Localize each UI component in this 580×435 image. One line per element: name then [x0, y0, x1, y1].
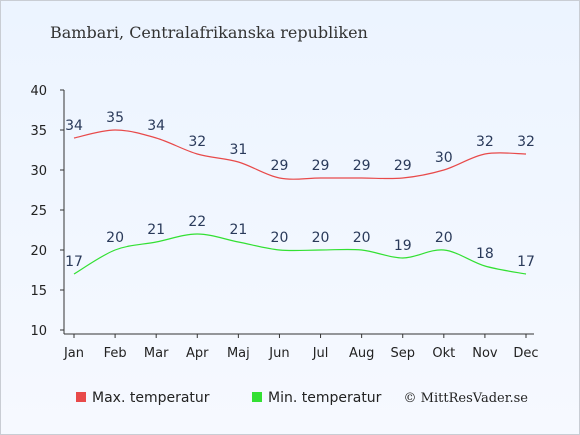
data-label-max: 32	[517, 134, 535, 150]
x-tick-label: Maj	[227, 346, 250, 361]
y-tick-label: 35	[30, 124, 47, 139]
data-label-min: 21	[229, 222, 247, 238]
data-label-min: 20	[271, 230, 289, 246]
legend-swatch-min	[252, 392, 262, 402]
x-tick-label: Jan	[63, 346, 84, 361]
x-tick-label: Okt	[432, 346, 455, 361]
x-tick-label: Aug	[349, 346, 374, 361]
x-tick-label: Dec	[513, 346, 538, 361]
x-tick-label: Apr	[186, 346, 209, 361]
data-label-min: 21	[147, 222, 165, 238]
data-label-min: 20	[312, 230, 330, 246]
y-tick-label: 40	[30, 84, 47, 99]
data-label-max: 29	[312, 158, 330, 174]
x-tick-label: Sep	[390, 346, 415, 361]
x-tick-label: Mar	[144, 346, 169, 361]
data-label-min: 18	[476, 246, 494, 262]
data-label-max: 32	[476, 134, 494, 150]
data-label-max: 29	[353, 158, 371, 174]
data-label-max: 35	[106, 110, 124, 126]
x-tick-label: Nov	[472, 346, 498, 361]
data-label-max: 31	[229, 142, 247, 158]
data-label-min: 22	[188, 214, 206, 230]
data-label-min: 17	[65, 254, 83, 270]
credit-text: © MittResVader.se	[404, 391, 529, 406]
y-tick-label: 30	[30, 164, 47, 179]
legend-label-max: Max. temperatur	[92, 390, 210, 406]
y-tick-label: 20	[30, 244, 47, 259]
series-layer: 34 35 34 32 31 29 29 29 29 30 32 32 17 20 21 22 21 20 20 20…	[65, 110, 535, 275]
legend-swatch-max	[76, 392, 86, 402]
x-tick-label: Jun	[268, 346, 289, 361]
data-label-max: 30	[435, 150, 453, 166]
data-label-max: 32	[188, 134, 206, 150]
data-label-max: 29	[271, 158, 289, 174]
data-label-min: 20	[435, 230, 453, 246]
chart-legend: Max. temperatur Min. temperatur	[76, 390, 382, 406]
series-line-min	[73, 233, 527, 275]
x-tick-label: Jul	[312, 346, 329, 361]
y-tick-label: 15	[30, 284, 47, 299]
legend-label-min: Min. temperatur	[268, 390, 382, 406]
y-tick-label: 25	[30, 204, 47, 219]
series-line-max	[73, 129, 527, 180]
data-label-min: 20	[106, 230, 124, 246]
chart-title: Bambari, Centralafrikanska republiken	[50, 23, 368, 42]
y-tick-label: 10	[30, 324, 47, 339]
data-label-max: 34	[147, 118, 165, 134]
data-label-min: 20	[353, 230, 371, 246]
chart-axes: 10 15 20 25 30 35 40 Jan Feb Mar Apr Maj Jun Jul Aug Se…	[30, 84, 538, 361]
data-label-max: 34	[65, 118, 83, 134]
x-tick-label: Feb	[104, 346, 127, 361]
data-label-min: 19	[394, 238, 412, 254]
data-label-max: 29	[394, 158, 412, 174]
data-label-min: 17	[517, 254, 535, 270]
